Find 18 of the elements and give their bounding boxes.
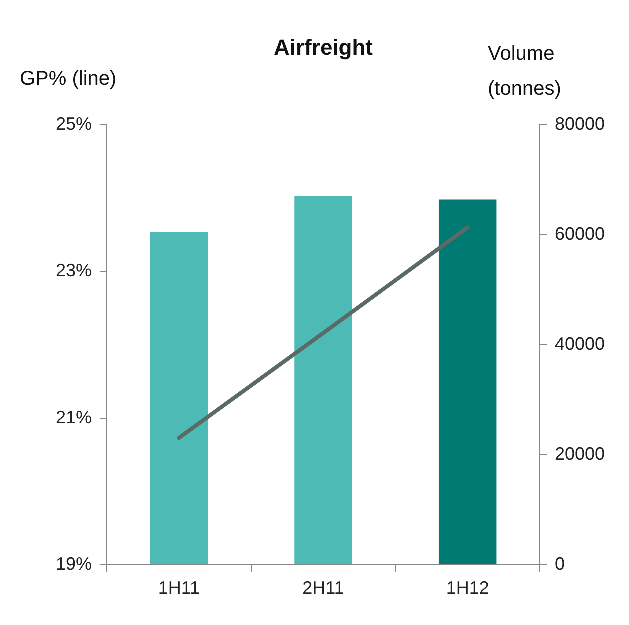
y2-tick-label: 80000 <box>555 114 606 134</box>
x-tick-label: 1H12 <box>446 578 490 598</box>
y-tick-label: 21% <box>56 407 92 428</box>
y2-axis-title: Volume (tonnes) <box>488 43 562 100</box>
x-tick-label: 1H11 <box>158 578 200 598</box>
y-tick-label: 23% <box>56 260 92 281</box>
y2-tick-label: 20000 <box>555 444 606 464</box>
bar <box>294 196 352 564</box>
x-tick-label: 2H11 <box>302 578 344 598</box>
chart-title: Airfreight <box>274 35 374 60</box>
y-tick-label: 25% <box>56 114 92 134</box>
y2-tick-label: 0 <box>555 554 566 574</box>
y2-tick-label: 60000 <box>555 224 606 244</box>
y2-tick-label: 40000 <box>555 334 606 354</box>
y-axis-title: GP% (line) <box>20 68 117 90</box>
y-tick-label: 19% <box>56 554 92 574</box>
bar <box>150 232 208 564</box>
bar <box>438 200 497 564</box>
